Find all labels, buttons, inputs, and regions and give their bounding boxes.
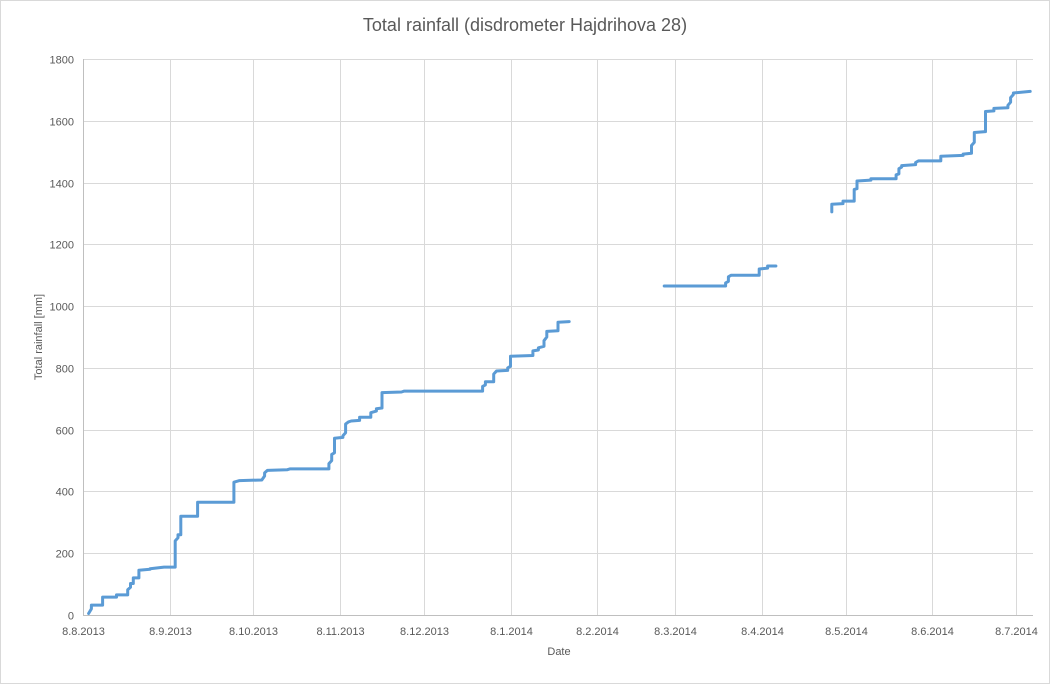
x-tick-label: 8.6.2014	[911, 626, 954, 638]
grid	[83, 59, 1033, 616]
y-tick-label: 400	[56, 487, 74, 499]
series-layer	[87, 89, 1032, 615]
x-tick-label: 8.5.2014	[825, 626, 868, 638]
y-tick-label: 200	[56, 549, 74, 561]
y-tick-label: 1800	[50, 55, 74, 67]
y-tick-label: 600	[56, 426, 74, 438]
y-tick-label: 1400	[50, 179, 74, 191]
y-tick-label: 1000	[50, 302, 74, 314]
x-tick-label: 8.4.2014	[741, 626, 784, 638]
x-tick-label: 8.2.2014	[576, 626, 619, 638]
rainfall-series-line	[830, 89, 1032, 214]
y-tick-label: 800	[56, 364, 74, 376]
x-tick-label: 8.7.2014	[995, 626, 1038, 638]
x-tick-label: 8.8.2013	[62, 626, 105, 638]
x-axis-label: Date	[547, 646, 570, 658]
y-axis-label: Total rainfall [mm]	[33, 294, 45, 380]
y-tick-label: 0	[68, 611, 74, 623]
x-tick-label: 8.3.2014	[654, 626, 697, 638]
x-tick-label: 8.11.2013	[316, 626, 364, 638]
x-tick-label: 8.1.2014	[490, 626, 533, 638]
y-tick-label: 1200	[50, 240, 74, 252]
x-tick-label: 8.12.2013	[400, 626, 449, 638]
axes: 0 200 400 600 800 1000 1200 1400 1600 1800 8.8.201…	[50, 55, 1038, 639]
x-tick-label: 8.9.2013	[149, 626, 192, 638]
chart-title: Total rainfall (disdrometer Hajdrihova 2…	[363, 15, 687, 35]
rainfall-series-line	[87, 320, 571, 615]
x-tick-label: 8.10.2013	[229, 626, 278, 638]
rainfall-series-line	[662, 264, 778, 288]
y-tick-label: 1600	[50, 117, 74, 129]
